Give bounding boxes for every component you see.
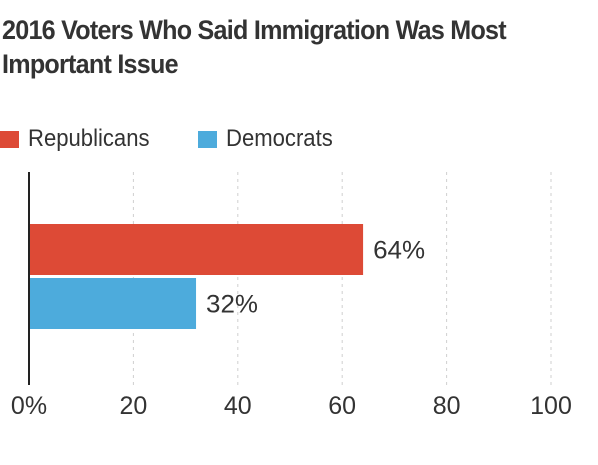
data-label-democrats: 32% xyxy=(206,291,258,319)
legend-label-republicans: Republicans xyxy=(28,125,150,152)
x-tick-label-40: 40 xyxy=(224,392,252,420)
legend-swatch-democrats xyxy=(198,131,217,148)
x-tick-label-0: 0% xyxy=(11,392,47,420)
legend-label-democrats: Democrats xyxy=(226,125,333,152)
x-tick-label-60: 60 xyxy=(328,392,356,420)
data-label-republicans: 64% xyxy=(373,237,425,265)
x-tick-label-80: 80 xyxy=(433,392,461,420)
x-tick-label-20: 20 xyxy=(119,392,147,420)
x-tick-label-100: 100 xyxy=(530,392,572,420)
legend-swatch-republicans xyxy=(0,131,19,148)
bar-democrats xyxy=(29,278,197,329)
chart-title: 2016 Voters Who Said Immigration Was Mos… xyxy=(2,15,507,79)
bar-republicans xyxy=(29,224,364,275)
